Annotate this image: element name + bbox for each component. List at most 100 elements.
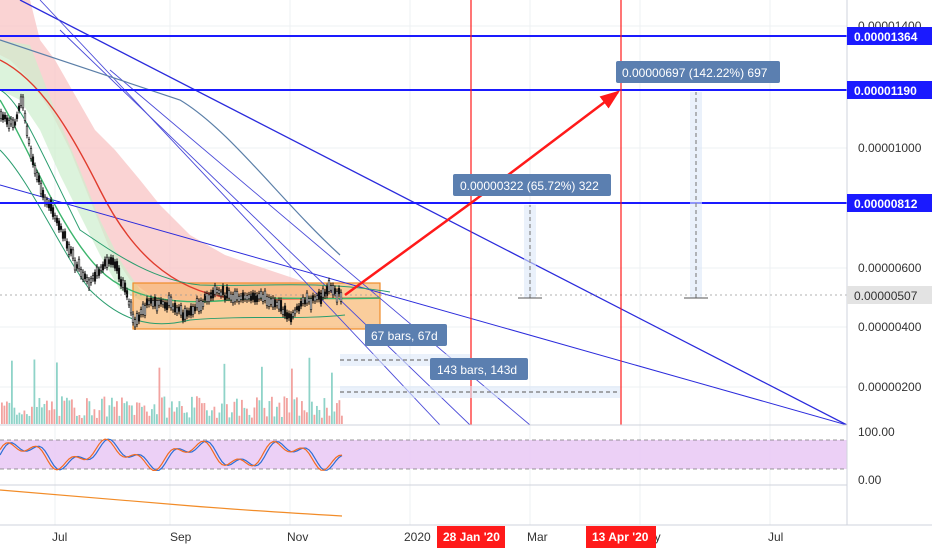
candle-body — [333, 288, 337, 294]
candle-body — [167, 294, 171, 306]
volume-bar — [318, 409, 321, 424]
volume-bar — [243, 407, 246, 424]
volume-bar — [138, 402, 141, 424]
candle-body — [335, 291, 339, 303]
candle-body — [207, 294, 211, 302]
volume-bar — [328, 415, 331, 424]
measure-bar-1 — [524, 205, 536, 298]
volume-bar — [113, 406, 116, 424]
volume-bar — [221, 403, 223, 424]
candle-body — [23, 112, 27, 121]
candle-body — [329, 285, 333, 291]
candle-body — [21, 96, 25, 109]
candle-body — [113, 261, 117, 269]
volume-bar — [341, 415, 343, 424]
volume-bar — [258, 400, 261, 424]
volume-bar — [31, 406, 33, 424]
candle-body — [93, 272, 97, 282]
candle-body — [75, 264, 79, 269]
candle-body — [81, 271, 85, 280]
volume-bar — [196, 396, 198, 424]
candle-body — [15, 114, 19, 119]
projection-label-2[interactable]: 0.00000697 (142.22%) 697 — [616, 61, 780, 83]
volume-bar — [178, 401, 181, 424]
candle-body — [39, 182, 43, 195]
volume-bar — [308, 357, 311, 424]
candle-body — [219, 291, 223, 297]
price-badge-1190-text: 0.00001190 — [854, 84, 917, 98]
volume-bar — [293, 399, 296, 424]
x-badge-apr-text: 13 Apr '20 — [592, 530, 649, 544]
candle-body — [17, 105, 21, 111]
volume-bar — [198, 397, 201, 424]
candle-body — [65, 241, 69, 249]
candle-body — [339, 292, 343, 302]
candle-body — [127, 301, 131, 306]
volume-bar — [58, 415, 61, 424]
volume-bar — [98, 410, 101, 424]
volume-bar — [146, 411, 148, 424]
candle-body — [99, 266, 103, 272]
candle-body — [19, 96, 23, 106]
volume-bar — [288, 412, 291, 424]
volume-bar — [253, 407, 256, 424]
candle-body — [201, 301, 205, 307]
candle-body — [189, 305, 193, 316]
candle-body — [73, 260, 77, 271]
volume-bar — [133, 414, 136, 424]
volume-bar — [121, 397, 123, 424]
volume-bar — [188, 417, 191, 424]
candle-body — [237, 296, 241, 302]
candle-body — [297, 305, 301, 312]
candle-body — [323, 291, 327, 297]
candle-body — [131, 313, 135, 323]
candle-body — [79, 269, 83, 277]
volume-bar — [108, 405, 111, 424]
candle-body — [203, 294, 207, 301]
candle-body — [105, 256, 109, 268]
volume-bar — [11, 360, 13, 424]
candle-body — [41, 189, 45, 198]
x-tick-jul: Jul — [52, 530, 67, 544]
candle-body — [83, 273, 87, 280]
candle-body — [191, 306, 195, 315]
price-badge-507: 0.00000507 — [847, 286, 932, 304]
candle-body — [7, 120, 11, 129]
candle-body — [261, 294, 265, 302]
volume-bar — [93, 409, 96, 424]
volume-bar — [51, 401, 53, 424]
volume-bar — [81, 417, 83, 424]
bar-count-label-2[interactable]: 143 bars, 143d — [430, 358, 528, 380]
candle-body — [289, 313, 293, 323]
volume-bar — [213, 406, 216, 424]
candle-body — [205, 293, 209, 302]
y-tick-200: 0.00000200 — [858, 380, 922, 394]
stochastic-k — [0, 438, 343, 472]
volume-bar — [126, 401, 128, 424]
volume-bar — [223, 363, 226, 424]
volume-bar — [246, 408, 248, 424]
volume-bar — [73, 407, 76, 424]
volume-bar — [201, 403, 203, 424]
volume-bar — [131, 405, 133, 424]
x-tick-2020: 2020 — [404, 530, 431, 544]
volume-bar — [313, 414, 316, 424]
volume-bar — [158, 367, 161, 424]
candle-body — [133, 319, 137, 328]
volume-bar — [3, 405, 6, 424]
volume-bar — [326, 407, 328, 424]
volume-bar — [291, 368, 293, 424]
candle-body — [129, 301, 133, 314]
volume-bar — [296, 397, 298, 424]
candle-body — [37, 175, 41, 183]
candle-body — [197, 300, 201, 312]
projection-label-1[interactable]: 0.00000322 (65.72%) 322 — [453, 174, 611, 196]
candle-body — [55, 217, 59, 224]
bar-count-label-1[interactable]: 67 bars, 67d — [365, 324, 447, 346]
volume-bar — [46, 400, 48, 424]
candle-body — [273, 299, 277, 308]
x-tick-sep: Sep — [170, 530, 192, 544]
volume-bar — [88, 401, 91, 424]
candle-body — [241, 292, 245, 301]
